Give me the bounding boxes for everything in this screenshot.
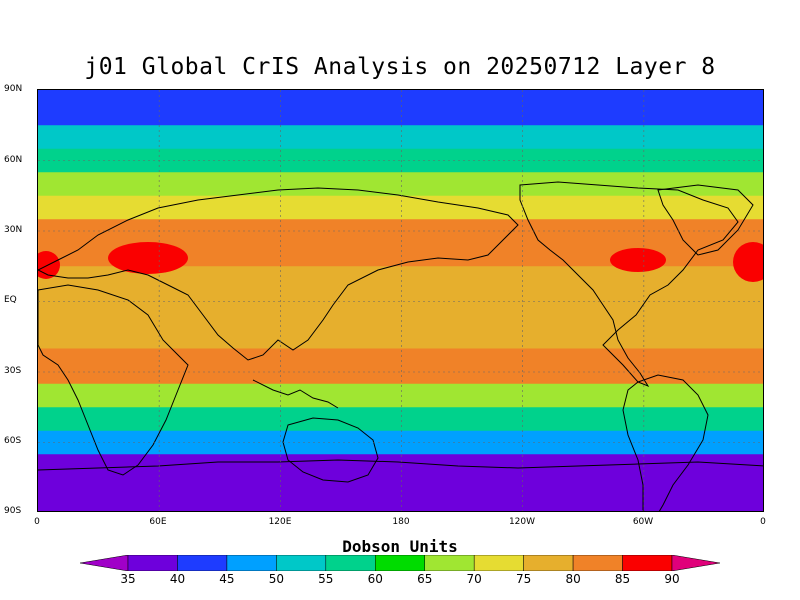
colorbar-label: 90 — [664, 572, 680, 586]
colorbar-cell — [127, 555, 178, 571]
lon-tick: 0 — [760, 517, 766, 527]
colorbar-label: 70 — [466, 572, 482, 586]
colorbar-label: 75 — [515, 572, 532, 586]
lon-tick: 120E — [268, 517, 292, 527]
map-plot-area — [37, 89, 764, 512]
colorbar-label: 65 — [417, 572, 433, 586]
chart-title: j01 Global CrIS Analysis on 20250712 Lay… — [84, 54, 716, 80]
ozone-band — [38, 301, 763, 349]
colorbar-cell — [473, 555, 524, 571]
coastline-south-america — [622, 374, 709, 511]
ozone-band — [38, 148, 763, 173]
coastline-greenland — [657, 184, 754, 256]
lat-tick: 30N — [4, 225, 23, 235]
coastlines — [38, 181, 763, 511]
coastline-antarctica — [38, 459, 763, 471]
ozone-maximum — [733, 242, 763, 282]
ozone-maximum — [610, 248, 666, 272]
colorbar — [80, 555, 720, 571]
ozone-band — [38, 172, 763, 197]
ozone-band — [38, 430, 763, 455]
ozone-band — [38, 195, 763, 220]
coastline-australia — [282, 417, 379, 483]
colorbar-cell — [80, 555, 129, 571]
lat-tick: 60N — [4, 155, 23, 165]
lon-tick: 180 — [392, 517, 410, 527]
colorbar-label: 60 — [367, 572, 383, 586]
lon-tick: 60E — [149, 517, 167, 527]
colorbar-label: 45 — [219, 572, 235, 586]
colorbar-label: 35 — [120, 572, 136, 586]
colorbar-label: 55 — [318, 572, 334, 586]
lat-tick: 60S — [4, 436, 22, 446]
colorbar-cell — [523, 555, 574, 571]
colorbar-cell — [622, 555, 673, 571]
ozone-map — [38, 90, 763, 511]
colorbar-cell — [671, 555, 720, 571]
grid-lines — [38, 90, 763, 511]
ozone-band — [38, 348, 763, 385]
lat-tick: 30S — [4, 366, 22, 376]
coastline-north-america — [519, 181, 739, 388]
ozone-band — [38, 407, 763, 432]
colorbar-cell — [572, 555, 623, 571]
colorbar-label: 85 — [614, 572, 631, 586]
colorbar-cell — [177, 555, 228, 571]
colorbar-cell — [325, 555, 376, 571]
ozone-band — [38, 383, 763, 408]
ozone-band — [38, 125, 763, 150]
lon-tick: 60W — [632, 517, 654, 527]
lat-tick: 90S — [4, 506, 22, 516]
colorbar-cell — [226, 555, 277, 571]
colorbar-label: 40 — [169, 572, 186, 586]
coastline-africa — [38, 284, 189, 476]
lon-tick: 0 — [34, 517, 40, 527]
coastline-indonesia — [252, 379, 339, 409]
lon-tick: 120W — [508, 517, 536, 527]
ozone-features — [38, 242, 763, 282]
ozone-band — [38, 454, 763, 511]
coastline-eurasia — [38, 187, 519, 361]
lat-tick: EQ — [4, 295, 17, 305]
colorbar-label: 50 — [268, 572, 284, 586]
ozone-band — [38, 90, 763, 126]
colorbar-title: Dobson Units — [342, 537, 458, 556]
colorbar-cell — [375, 555, 425, 571]
latitude-bands — [38, 90, 763, 511]
colorbar-cell — [424, 555, 475, 571]
ozone-maximum — [108, 242, 188, 274]
colorbar-cell — [276, 555, 327, 571]
colorbar-label: 80 — [565, 572, 581, 586]
lat-tick: 90N — [4, 84, 23, 94]
